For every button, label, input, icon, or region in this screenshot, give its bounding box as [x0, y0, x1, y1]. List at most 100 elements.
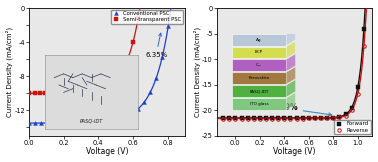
Forward	[239, 117, 244, 119]
Conventional PSC	[124, 116, 128, 117]
Forward	[251, 117, 256, 119]
Conventional PSC	[33, 122, 38, 124]
Semi-transparent PSC	[43, 92, 47, 94]
Semi-transparent PSC	[125, 58, 130, 59]
Forward	[331, 117, 336, 119]
Conventional PSC	[136, 108, 140, 110]
Semi-transparent PSC	[37, 92, 42, 94]
Forward	[355, 87, 360, 88]
Semi-transparent PSC	[100, 87, 104, 89]
Conventional PSC	[51, 122, 56, 124]
Conventional PSC	[118, 118, 122, 120]
Forward	[264, 117, 268, 119]
Semi-transparent PSC	[48, 92, 52, 94]
Semi-transparent PSC	[89, 90, 94, 92]
Y-axis label: Current Density (mA/cm²): Current Density (mA/cm²)	[193, 27, 201, 117]
Reverse	[288, 118, 293, 120]
Y-axis label: Current Density (mA/cm²): Current Density (mA/cm²)	[6, 27, 13, 117]
Reverse	[307, 117, 311, 119]
Semi-transparent PSC	[53, 92, 57, 94]
Reverse	[301, 117, 305, 119]
Semi-transparent PSC	[136, 17, 140, 19]
Reverse	[319, 117, 323, 119]
Conventional PSC	[76, 122, 80, 124]
Reverse	[270, 118, 274, 120]
Conventional PSC	[160, 56, 164, 58]
Forward	[276, 117, 280, 119]
Conventional PSC	[148, 91, 152, 93]
Reverse	[221, 118, 225, 120]
X-axis label: Voltage (V): Voltage (V)	[274, 147, 316, 156]
Conventional PSC	[154, 77, 158, 79]
Semi-transparent PSC	[68, 92, 73, 94]
Reverse	[245, 118, 250, 120]
Semi-transparent PSC	[79, 91, 84, 93]
Forward	[337, 116, 342, 118]
Semi-transparent PSC	[120, 69, 125, 71]
Reverse	[282, 118, 287, 120]
Conventional PSC	[100, 121, 104, 123]
Line: Semi-transparent PSC: Semi-transparent PSC	[28, 17, 140, 95]
Forward	[270, 117, 274, 119]
Forward	[301, 117, 305, 119]
Semi-transparent PSC	[105, 85, 109, 87]
Semi-transparent PSC	[64, 92, 68, 94]
Conventional PSC	[112, 119, 116, 121]
Semi-transparent PSC	[32, 92, 37, 94]
Reverse	[355, 93, 360, 95]
Forward	[294, 117, 299, 119]
Semi-transparent PSC	[74, 92, 78, 93]
Reverse	[343, 115, 348, 116]
Reverse	[362, 46, 366, 47]
Conventional PSC	[166, 25, 170, 27]
Forward	[362, 28, 366, 30]
Reverse	[264, 118, 268, 120]
Forward	[313, 117, 317, 119]
Legend: Forward, Reverse: Forward, Reverse	[334, 120, 371, 134]
Reverse	[227, 118, 232, 120]
Text: 18.29%: 18.29%	[266, 103, 332, 116]
Forward	[233, 117, 238, 119]
Reverse	[349, 109, 354, 111]
Forward	[349, 107, 354, 109]
Reverse	[294, 117, 299, 119]
Legend: Conventional PSC, Semi-transparent PSC: Conventional PSC, Semi-transparent PSC	[111, 10, 183, 24]
Conventional PSC	[27, 122, 32, 124]
Forward	[221, 117, 225, 119]
Conventional PSC	[142, 101, 146, 103]
Text: 6.35%: 6.35%	[145, 33, 167, 58]
Conventional PSC	[64, 122, 68, 124]
Forward	[343, 113, 348, 115]
Conventional PSC	[70, 122, 74, 124]
Forward	[325, 117, 330, 119]
Reverse	[257, 118, 262, 120]
Semi-transparent PSC	[84, 91, 88, 93]
Forward	[319, 117, 323, 119]
Reverse	[233, 118, 238, 120]
X-axis label: Voltage (V): Voltage (V)	[86, 147, 128, 156]
Forward	[282, 117, 287, 119]
Line: Conventional PSC: Conventional PSC	[28, 24, 170, 125]
Line: Reverse: Reverse	[222, 45, 366, 120]
Semi-transparent PSC	[110, 81, 115, 83]
Conventional PSC	[39, 122, 44, 124]
Conventional PSC	[82, 122, 86, 124]
Semi-transparent PSC	[131, 41, 135, 43]
Reverse	[331, 117, 336, 119]
Conventional PSC	[57, 122, 62, 124]
Text: 4.03%: 4.03%	[104, 59, 126, 83]
Conventional PSC	[106, 120, 110, 122]
Forward	[245, 117, 250, 119]
Semi-transparent PSC	[27, 92, 32, 94]
Reverse	[325, 117, 330, 119]
Forward	[307, 117, 311, 119]
Reverse	[251, 118, 256, 120]
Line: Forward: Forward	[222, 28, 366, 120]
Forward	[227, 117, 232, 119]
Conventional PSC	[130, 112, 134, 114]
Forward	[257, 117, 262, 119]
Conventional PSC	[88, 122, 92, 123]
Semi-transparent PSC	[115, 76, 120, 78]
Conventional PSC	[94, 121, 98, 123]
Semi-transparent PSC	[94, 89, 99, 91]
